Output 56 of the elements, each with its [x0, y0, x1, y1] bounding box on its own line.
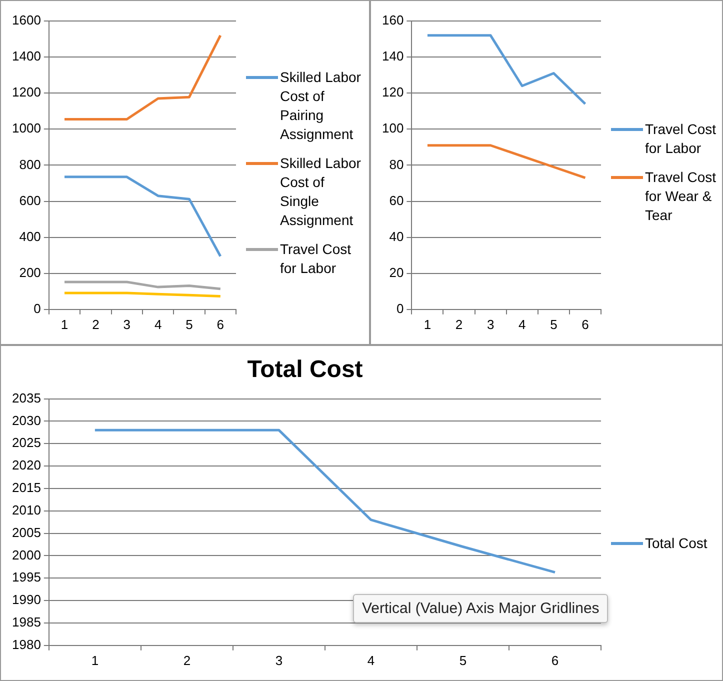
x-tick-label: 6 [582, 316, 589, 332]
y-tick-label: 0 [396, 300, 404, 316]
y-tick-label: 800 [19, 156, 41, 172]
y-tick-label: 1990 [12, 592, 41, 608]
y-tick-label: 2015 [12, 480, 41, 496]
x-tick-label: 1 [60, 316, 68, 332]
y-tick-label: 1200 [12, 84, 41, 100]
x-tick-label: 3 [123, 316, 130, 332]
y-tick-label: 160 [382, 12, 404, 28]
y-tick-label: 2005 [12, 524, 41, 540]
y-tick-label: 200 [19, 264, 41, 280]
y-tick-label: 60 [389, 192, 404, 208]
x-tick-label: 2 [455, 316, 463, 332]
y-tick-label: 400 [19, 228, 41, 244]
legend-label: Travel Cost for Labor [645, 120, 718, 158]
x-tick-label: 5 [459, 652, 467, 668]
x-tick-label: 2 [92, 316, 100, 332]
legend-label: Travel Cost for Labor [280, 240, 352, 278]
legend-label: Travel Cost for Wear & Tear [645, 168, 718, 225]
x-tick-label: 5 [550, 316, 558, 332]
y-tick-label: 2035 [12, 390, 41, 406]
y-tick-label: 1000 [12, 120, 41, 136]
x-tick-label: 5 [186, 316, 193, 332]
y-tick-label: 40 [389, 228, 404, 244]
y-tick-label: 120 [382, 84, 404, 100]
legend-label: Skilled Labor Cost of Pairing Assignment [280, 68, 362, 144]
x-tick-label: 6 [216, 316, 224, 332]
y-tick-label: 1400 [12, 48, 41, 64]
annotation: Vertical (Value) Axis Major Gridlines [353, 594, 608, 623]
y-tick-label: 1600 [12, 12, 41, 28]
y-tick-label: 2020 [12, 458, 41, 473]
x-tick-label: 3 [275, 652, 283, 668]
y-tick-label: 2010 [12, 502, 41, 518]
x-tick-label: 1 [91, 652, 99, 668]
x-tick-label: 4 [154, 316, 162, 332]
y-tick-label: 100 [382, 120, 404, 136]
x-tick-label: 3 [486, 316, 494, 332]
y-tick-label: 2025 [12, 435, 41, 450]
x-tick-label: 4 [518, 316, 526, 332]
y-tick-label: 1985 [12, 614, 41, 630]
y-tick-label: 1980 [12, 636, 41, 652]
y-tick-label: 80 [389, 156, 404, 172]
y-tick-label: 2030 [12, 412, 41, 428]
legend-label: Skilled Labor Cost of Single Assignment [280, 154, 362, 230]
chart-title: Total Cost [247, 356, 363, 384]
y-tick-label: 140 [382, 48, 404, 64]
x-tick-label: 1 [424, 316, 432, 332]
legend-label: Total Cost [645, 534, 708, 552]
y-tick-label: 2000 [12, 547, 41, 562]
x-tick-label: 6 [551, 652, 559, 668]
x-tick-label: 2 [183, 652, 191, 668]
y-tick-label: 0 [34, 300, 41, 316]
y-tick-label: 1995 [12, 570, 41, 585]
y-tick-label: 600 [19, 192, 41, 208]
y-tick-label: 20 [389, 264, 404, 280]
x-tick-label: 4 [367, 652, 375, 668]
